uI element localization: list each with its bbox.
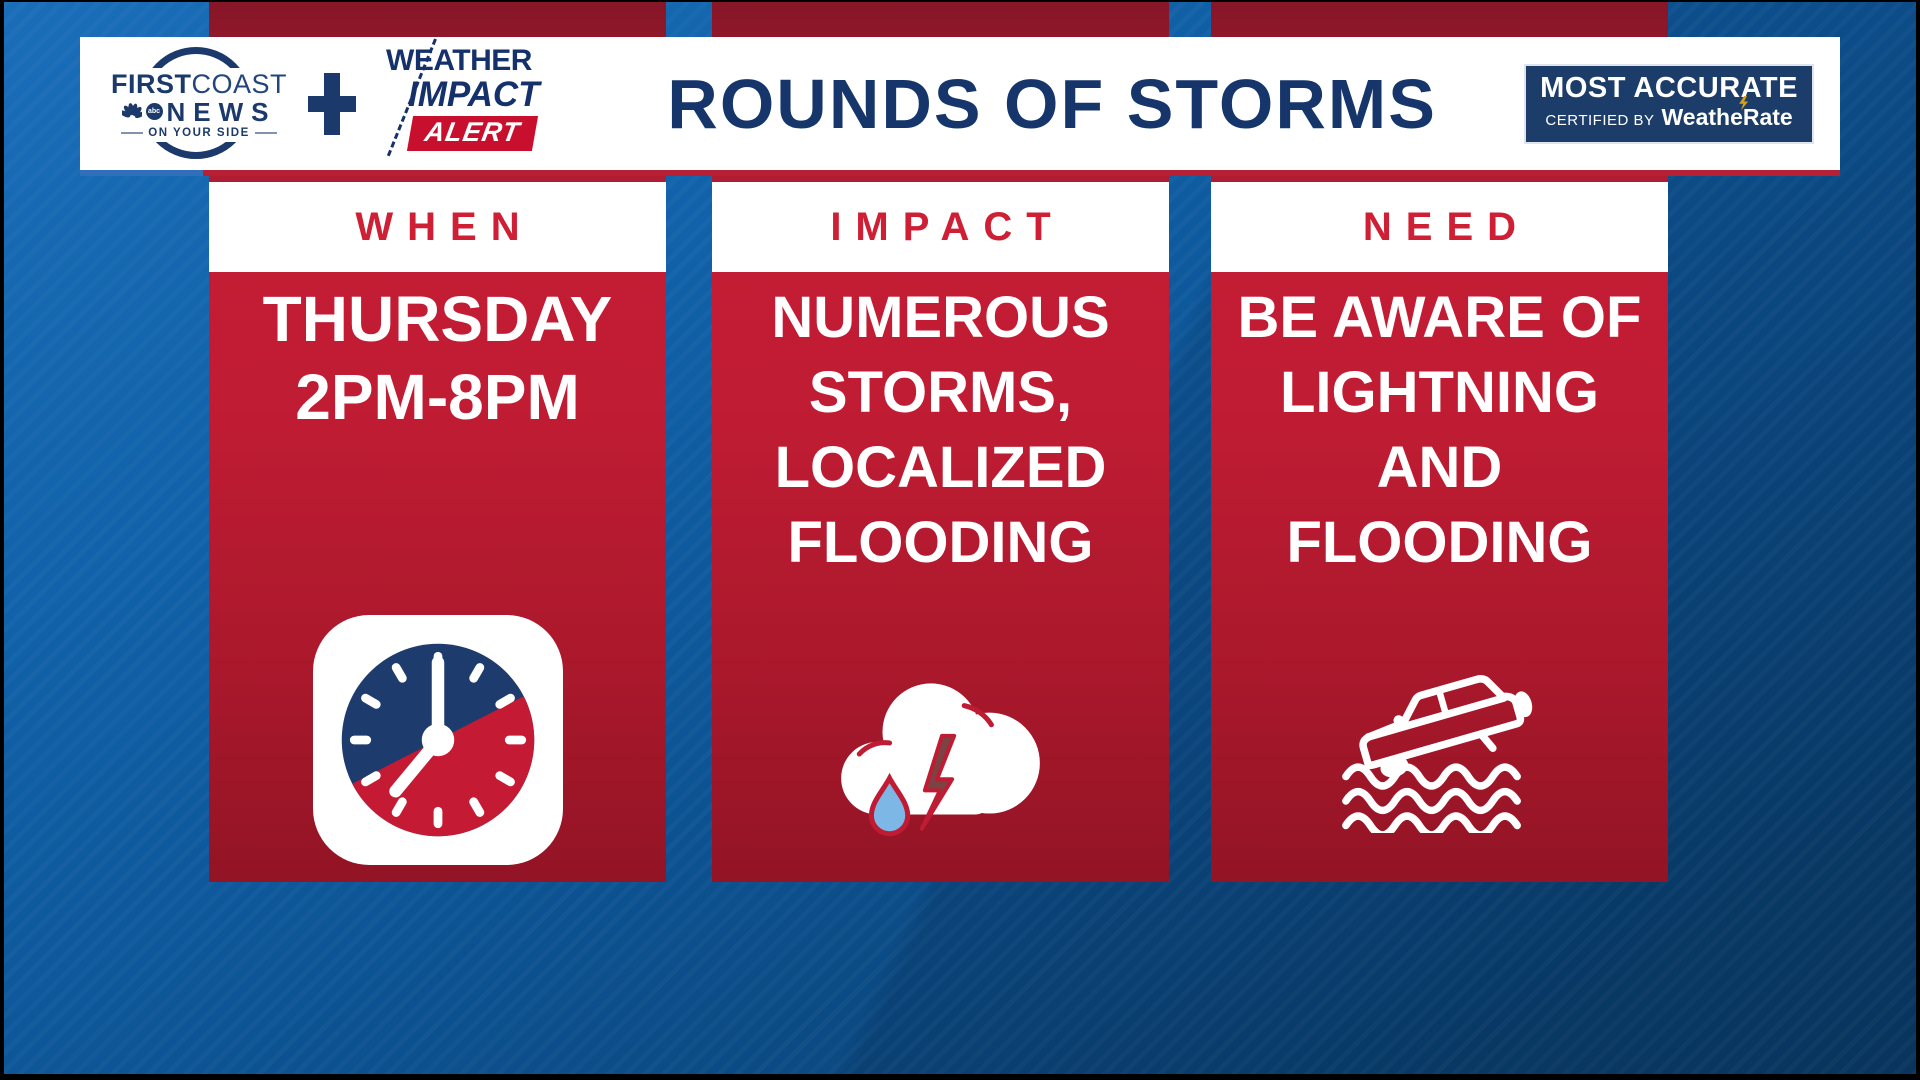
impact-line: FLOODING	[787, 510, 1094, 575]
badge-certification: CERTIFIED BY WeatheRate	[1540, 95, 1798, 134]
need-line: FLOODING	[1286, 510, 1593, 575]
abc-logo-icon: abc	[145, 103, 163, 120]
impact-line: LOCALIZED	[774, 435, 1107, 500]
most-accurate-badge: MOST ACCURATE CERTIFIED BY WeatheRate	[1524, 63, 1814, 144]
nbc-peacock-icon	[121, 103, 142, 119]
plus-icon	[308, 72, 356, 135]
impact-line: STORMS,	[808, 360, 1073, 425]
car-in-flood-icon	[1336, 673, 1544, 839]
impact-column-text: NUMEROUS STORMS, LOCALIZED FLOODING	[712, 280, 1169, 580]
need-line: AND	[1376, 435, 1503, 500]
badge-certified-by: CERTIFIED BY	[1545, 111, 1655, 129]
impact-line: NUMEROUS	[771, 285, 1110, 350]
when-line: THURSDAY	[262, 283, 613, 355]
clock-icon	[312, 615, 563, 870]
when-column-header: WHEN	[209, 182, 666, 272]
when-line: 2PM-8PM	[295, 361, 580, 433]
header-banner: FIRSTCOAST abc NEWS	[80, 37, 1840, 176]
station-news-row: abc NEWS	[106, 98, 292, 126]
wia-alert-box: ALERT	[406, 115, 538, 151]
storm-rain-lightning-cloud-icon	[825, 659, 1057, 846]
need-column-header: NEED	[1211, 182, 1668, 272]
station-news: NEWS	[166, 96, 277, 127]
weatherate-brand: WeatheRate	[1662, 95, 1793, 130]
need-line: BE AWARE OF	[1237, 285, 1642, 350]
need-column-text: BE AWARE OF LIGHTNING AND FLOODING	[1211, 280, 1668, 580]
wia-impact-text: IMPACT	[408, 74, 540, 114]
need-line: LIGHTNING	[1280, 360, 1599, 425]
page-title: ROUNDS OF STORMS	[667, 64, 1437, 143]
wia-weather-text: WEATHER	[386, 43, 532, 77]
first-coast-news-logo: FIRSTCOAST abc NEWS	[106, 42, 292, 166]
wia-alert-text: ALERT	[422, 116, 523, 147]
station-tagline: ON YOUR SIDE	[106, 126, 292, 140]
weather-impact-alert-logo: WEATHER IMPACT ALERT	[372, 37, 580, 163]
when-column-text: THURSDAY 2PM-8PM	[209, 280, 666, 436]
impact-column-header: IMPACT	[712, 182, 1169, 272]
gold-lightning-icon	[1739, 95, 1749, 111]
badge-headline: MOST ACCURATE	[1540, 71, 1798, 104]
station-name: FIRSTCOAST	[110, 68, 287, 99]
broadcast-graphic-background: WHEN THURSDAY 2PM-8PM	[4, 2, 1916, 1074]
